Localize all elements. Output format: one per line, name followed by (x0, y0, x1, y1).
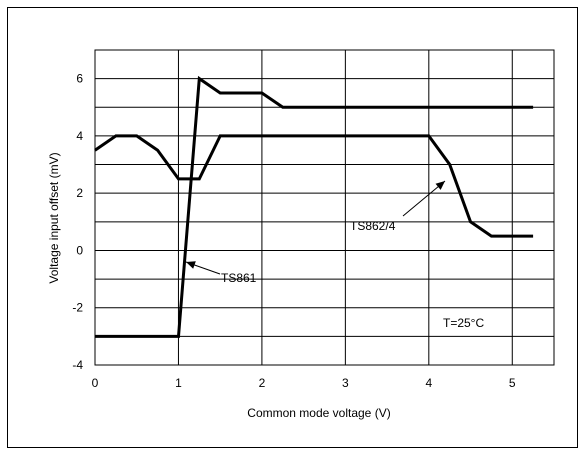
arrow-ts862-4-head (435, 181, 445, 190)
y-tick-label: 4 (76, 129, 83, 143)
y-tick-label: 2 (76, 186, 83, 200)
y-tick-label: -4 (72, 358, 83, 372)
y-tick-label: 6 (76, 72, 83, 86)
y-tick-label: -2 (72, 301, 83, 315)
plot-area (94, 49, 555, 366)
x-tick-label: 4 (425, 376, 432, 390)
y-axis-ticks: -4 -2 0 2 4 6 (72, 72, 83, 372)
y-tick-label: 0 (76, 243, 83, 257)
annotation-temperature: T=25°C (443, 316, 484, 330)
x-tick-label: 5 (509, 376, 516, 390)
annotation-ts862-4: TS862/4 (350, 219, 396, 233)
annotation-ts861: TS861 (221, 271, 257, 285)
arrow-ts862-4-line (402, 180, 446, 217)
annotation-arrows (185, 180, 446, 275)
x-axis-label: Common mode voltage (V) (247, 406, 390, 420)
figure-frame (7, 7, 578, 448)
grid (95, 50, 554, 365)
series-line-ts861 (95, 75, 534, 338)
x-tick-label: 3 (342, 376, 349, 390)
series-line-ts862-4 (94, 134, 534, 238)
x-tick-label: 0 (92, 376, 99, 390)
x-tick-label: 2 (259, 376, 266, 390)
arrow-ts861-head (186, 261, 196, 269)
x-axis-ticks: 0 1 2 3 4 5 (92, 376, 516, 390)
series-group (94, 75, 534, 338)
y-axis-label: Voltage input offset (mV) (47, 152, 61, 283)
x-tick-label: 1 (175, 376, 182, 390)
